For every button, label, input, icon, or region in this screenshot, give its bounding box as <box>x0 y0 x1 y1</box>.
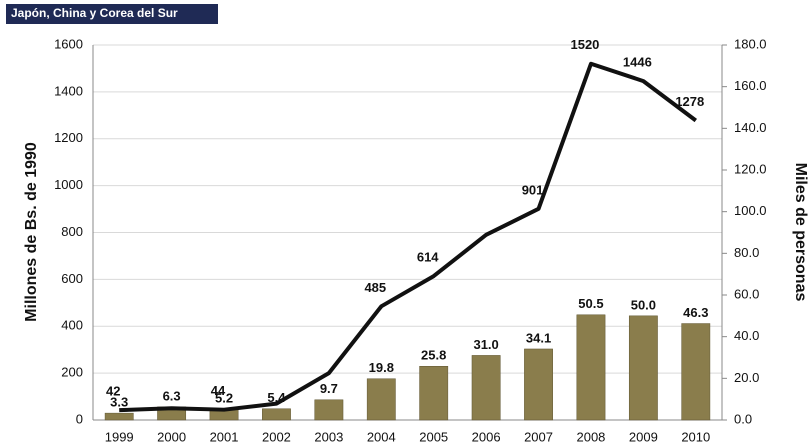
x-tick-label: 2009 <box>629 429 658 444</box>
bar <box>104 412 134 421</box>
y2-tick-label: 60.0 <box>734 286 759 301</box>
line-label: 614 <box>417 250 439 265</box>
bar <box>314 399 344 421</box>
bar-label: 46.3 <box>683 305 708 320</box>
y2-tick-label: 0.0 <box>734 411 752 426</box>
bar-label: 34.1 <box>526 330 551 345</box>
y2-tick-label: 80.0 <box>734 245 759 260</box>
bar-label: 6.3 <box>163 388 181 403</box>
x-tick-label: 2010 <box>681 429 710 444</box>
x-tick-label: 2002 <box>262 429 291 444</box>
bar-label: 19.8 <box>369 360 394 375</box>
line-label: 485 <box>364 280 386 295</box>
line-label: 1446 <box>623 55 652 70</box>
x-tick-label: 2005 <box>419 429 448 444</box>
x-tick-label: 2006 <box>472 429 501 444</box>
line-label: 1520 <box>570 37 599 52</box>
line-label: 901 <box>522 182 544 197</box>
y2-tick-label: 40.0 <box>734 328 759 343</box>
y-tick-label: 800 <box>61 224 83 239</box>
line <box>119 61 697 413</box>
y2-tick-label: 180.0 <box>734 36 767 51</box>
line-label: 1278 <box>675 94 704 109</box>
x-tick-label: 2000 <box>157 429 186 444</box>
y-tick-label: 600 <box>61 271 83 286</box>
y2-tick-label: 160.0 <box>734 78 767 93</box>
bar-label: 25.8 <box>421 348 446 363</box>
y2-tick-label: 100.0 <box>734 203 767 218</box>
bar <box>262 408 291 421</box>
bar-label: 50.0 <box>631 297 656 312</box>
bar <box>628 315 658 421</box>
line-label: 44 <box>211 383 226 398</box>
y-tick-label: 400 <box>61 318 83 333</box>
y2-axis-title: Miles de personas <box>792 163 809 302</box>
y-tick-label: 1000 <box>54 177 83 192</box>
y2-tick-label: 120.0 <box>734 161 767 176</box>
x-tick-label: 1999 <box>105 429 134 444</box>
bar <box>681 323 711 421</box>
line-label: 42 <box>106 384 120 399</box>
bar-label: 31.0 <box>473 337 498 352</box>
bar-label: 5.2 <box>215 391 233 406</box>
x-tick-label: 2008 <box>576 429 605 444</box>
x-tick-label: 2004 <box>367 429 396 444</box>
y-tick-label: 1200 <box>54 130 83 145</box>
y-tick-label: 200 <box>61 365 83 380</box>
bar <box>471 355 501 421</box>
y2-tick-label: 20.0 <box>734 370 759 385</box>
chart-title: Japón, China y Corea del Sur <box>11 6 178 20</box>
bar <box>366 378 396 421</box>
x-tick-label: 2007 <box>524 429 553 444</box>
x-tick-label: 2003 <box>314 429 343 444</box>
bar <box>419 366 449 421</box>
y-tick-label: 0 <box>76 411 83 426</box>
bar-label: 3.3 <box>110 395 128 410</box>
title-box <box>6 4 218 24</box>
x-tick-label: 2001 <box>210 429 239 444</box>
bar-label: 9.7 <box>320 381 338 396</box>
bar <box>576 314 606 421</box>
bar-label: 50.5 <box>578 296 603 311</box>
y-tick-label: 1400 <box>54 83 83 98</box>
y-tick-label: 1600 <box>54 36 83 51</box>
bar <box>524 348 553 421</box>
y-axis-title: Millones de Bs. de 1990 <box>23 142 40 322</box>
y2-tick-label: 140.0 <box>734 120 767 135</box>
